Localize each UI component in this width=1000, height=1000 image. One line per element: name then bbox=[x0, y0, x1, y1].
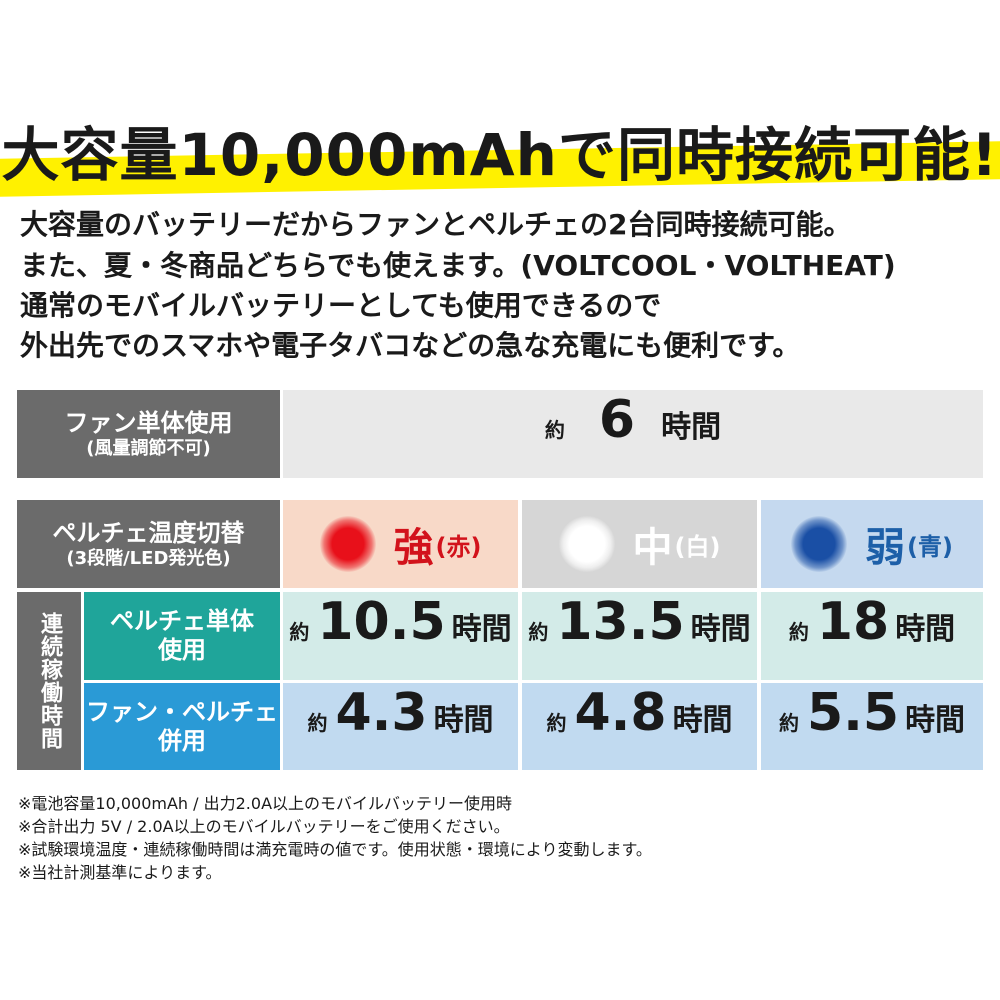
hours: 18 bbox=[816, 592, 890, 652]
level-color: (赤) bbox=[435, 532, 482, 561]
description-line: 通常のモバイルバッテリーとしても使用できるので bbox=[20, 289, 662, 322]
level-medium: 中 (白) bbox=[522, 500, 757, 588]
prefix: 約 bbox=[528, 620, 549, 644]
unit: 時間 bbox=[433, 703, 494, 738]
peltier-header-label: ペルチェ温度切替 (3段階/LED発光色) bbox=[17, 500, 280, 588]
unit: 時間 bbox=[672, 703, 733, 738]
unit: 時間 bbox=[451, 612, 512, 647]
led-red bbox=[319, 516, 376, 572]
note: ※当社計測基準によります。 bbox=[18, 863, 222, 882]
hours-cell: 約 5.5 時間 bbox=[761, 683, 983, 770]
hours: 5.5 bbox=[806, 683, 900, 743]
led-white bbox=[558, 516, 615, 572]
hours-cell: 約 10.5 時間 bbox=[283, 592, 518, 680]
level-name: 強 bbox=[393, 525, 434, 571]
label-line: ファン・ペルチェ bbox=[86, 697, 278, 726]
note: ※試験環境温度・連続稼働時間は満充電時の値です。使用状態・環境により変動します。 bbox=[18, 840, 652, 859]
hours-cell: 約 18 時間 bbox=[761, 592, 983, 680]
unit: 時間 bbox=[661, 410, 722, 445]
level-strong: 強 (赤) bbox=[283, 500, 518, 588]
prefix: 約 bbox=[544, 418, 565, 442]
label: ファン単体使用 bbox=[64, 408, 233, 437]
row-label: ペルチェ単体 使用 bbox=[84, 592, 280, 680]
row-label: ファン・ペルチェ 併用 bbox=[84, 683, 280, 770]
hours: 6 bbox=[598, 390, 636, 450]
label-line: 併用 bbox=[158, 726, 206, 755]
note: ※電池容量10,000mAh / 出力2.0A以上のモバイルバッテリー使用時 bbox=[18, 794, 513, 813]
hours: 4.3 bbox=[335, 683, 428, 743]
unit: 時間 bbox=[895, 612, 956, 647]
prefix: 約 bbox=[546, 711, 567, 735]
hours-cell: 約 4.8 時間 bbox=[522, 683, 757, 770]
level-color: (青) bbox=[907, 532, 953, 561]
level-name: 中 bbox=[632, 525, 673, 571]
prefix: 約 bbox=[289, 620, 310, 644]
sublabel: (3段階/LED発光色) bbox=[66, 547, 231, 569]
label: ペルチェ温度切替 bbox=[52, 518, 245, 547]
side-label: 連続稼働時間 bbox=[17, 592, 81, 770]
level-color: (白) bbox=[674, 532, 721, 561]
led-blue bbox=[791, 516, 848, 572]
prefix: 約 bbox=[307, 711, 328, 735]
hours: 4.8 bbox=[574, 683, 667, 743]
sublabel: (風量調節不可) bbox=[86, 437, 211, 459]
unit: 時間 bbox=[905, 703, 966, 738]
hours: 10.5 bbox=[317, 592, 446, 652]
prefix: 約 bbox=[778, 711, 799, 735]
unit: 時間 bbox=[690, 612, 751, 647]
label-line: 使用 bbox=[158, 636, 206, 664]
description-line: 外出先でのスマホや電子タバコなどの急な充電にも便利です。 bbox=[20, 329, 801, 362]
note: ※合計出力 5V / 2.0A以上のモバイルバッテリーをご使用ください。 bbox=[18, 817, 510, 836]
level-name: 弱 bbox=[865, 525, 906, 571]
prefix: 約 bbox=[788, 620, 809, 644]
fan-only-label: ファン単体使用 (風量調節不可) bbox=[17, 390, 280, 478]
hours-cell: 約 13.5 時間 bbox=[522, 592, 757, 680]
title: 大容量10,000mAhで同時接続可能! bbox=[1, 121, 999, 189]
description-line: また、夏・冬商品どちらでも使えます。(VOLTCOOL・VOLTHEAT) bbox=[20, 249, 896, 282]
label-line: ペルチェ単体 bbox=[110, 607, 254, 636]
hours: 13.5 bbox=[556, 592, 685, 652]
fan-only-value: 約 6 時間 bbox=[283, 390, 983, 478]
description-line: 大容量のバッテリーだからファンとペルチェの2台同時接続可能。 bbox=[20, 208, 852, 241]
level-weak: 弱 (青) bbox=[761, 500, 983, 588]
hours-cell: 約 4.3 時間 bbox=[283, 683, 518, 770]
